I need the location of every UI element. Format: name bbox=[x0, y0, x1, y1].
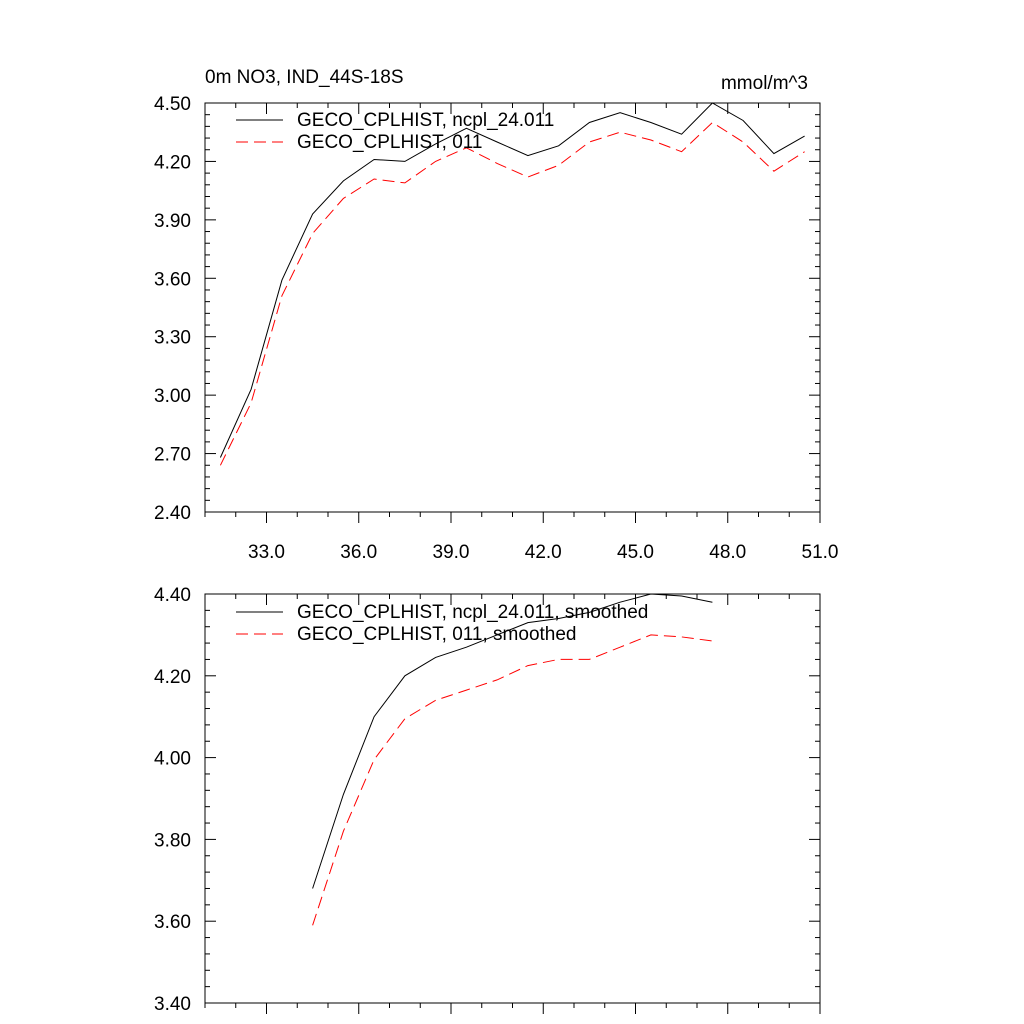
y-tick-label: 4.00 bbox=[154, 749, 191, 770]
chart-title: 0m NO3, IND_44S-18S bbox=[205, 67, 404, 88]
plot-frame bbox=[204, 102, 821, 513]
legend-label-0: GECO_CPLHIST, ncpl_24.011 bbox=[297, 110, 554, 131]
series-line-0 bbox=[219, 102, 805, 458]
x-tick-label: 51.0 bbox=[802, 542, 839, 563]
series-line-1 bbox=[312, 634, 713, 926]
y-tick-label: 3.60 bbox=[154, 912, 191, 933]
y-tick-label: 4.40 bbox=[154, 585, 191, 606]
y-tick-label: 3.90 bbox=[154, 211, 191, 232]
y-tick-label: 3.40 bbox=[154, 994, 191, 1015]
x-tick-label: 45.0 bbox=[617, 542, 654, 563]
top-panel: 2.40 2.70 3.00 3.30 3.60 3.90 4.20 4.50 33.0 36.0… bbox=[154, 67, 838, 563]
x-tick-label: 33.0 bbox=[248, 542, 285, 563]
legend-label-1: GECO_CPLHIST, 011 bbox=[297, 132, 483, 153]
x-tick-label: 48.0 bbox=[709, 542, 746, 563]
series-line-0 bbox=[312, 593, 713, 889]
legend-label-0: GECO_CPLHIST, ncpl_24.011, smoothed bbox=[297, 602, 648, 623]
legend-label-1: GECO_CPLHIST, 011, smoothed bbox=[297, 624, 577, 645]
y-tick-label: 3.60 bbox=[154, 269, 191, 290]
x-tick-label: 36.0 bbox=[340, 542, 377, 563]
y-tick-label: 2.70 bbox=[154, 445, 191, 466]
y-tick-label: 4.50 bbox=[154, 94, 191, 115]
y-tick-label: 3.30 bbox=[154, 328, 191, 349]
x-tick-label: 42.0 bbox=[525, 542, 562, 563]
plot-frame bbox=[204, 593, 821, 1004]
units-label: mmol/m^3 bbox=[721, 73, 808, 94]
y-tick-label: 3.80 bbox=[154, 830, 191, 851]
x-tick-label: 39.0 bbox=[433, 542, 470, 563]
y-tick-label: 3.00 bbox=[154, 386, 191, 407]
y-tick-label: 4.20 bbox=[154, 152, 191, 173]
bottom-panel: 3.40 3.60 3.80 4.00 4.20 4.40 GECO_CPLHIST, nc… bbox=[154, 585, 821, 1015]
series-line-1 bbox=[219, 121, 805, 466]
y-tick-label: 4.20 bbox=[154, 667, 191, 688]
y-tick-label: 2.40 bbox=[154, 503, 191, 524]
